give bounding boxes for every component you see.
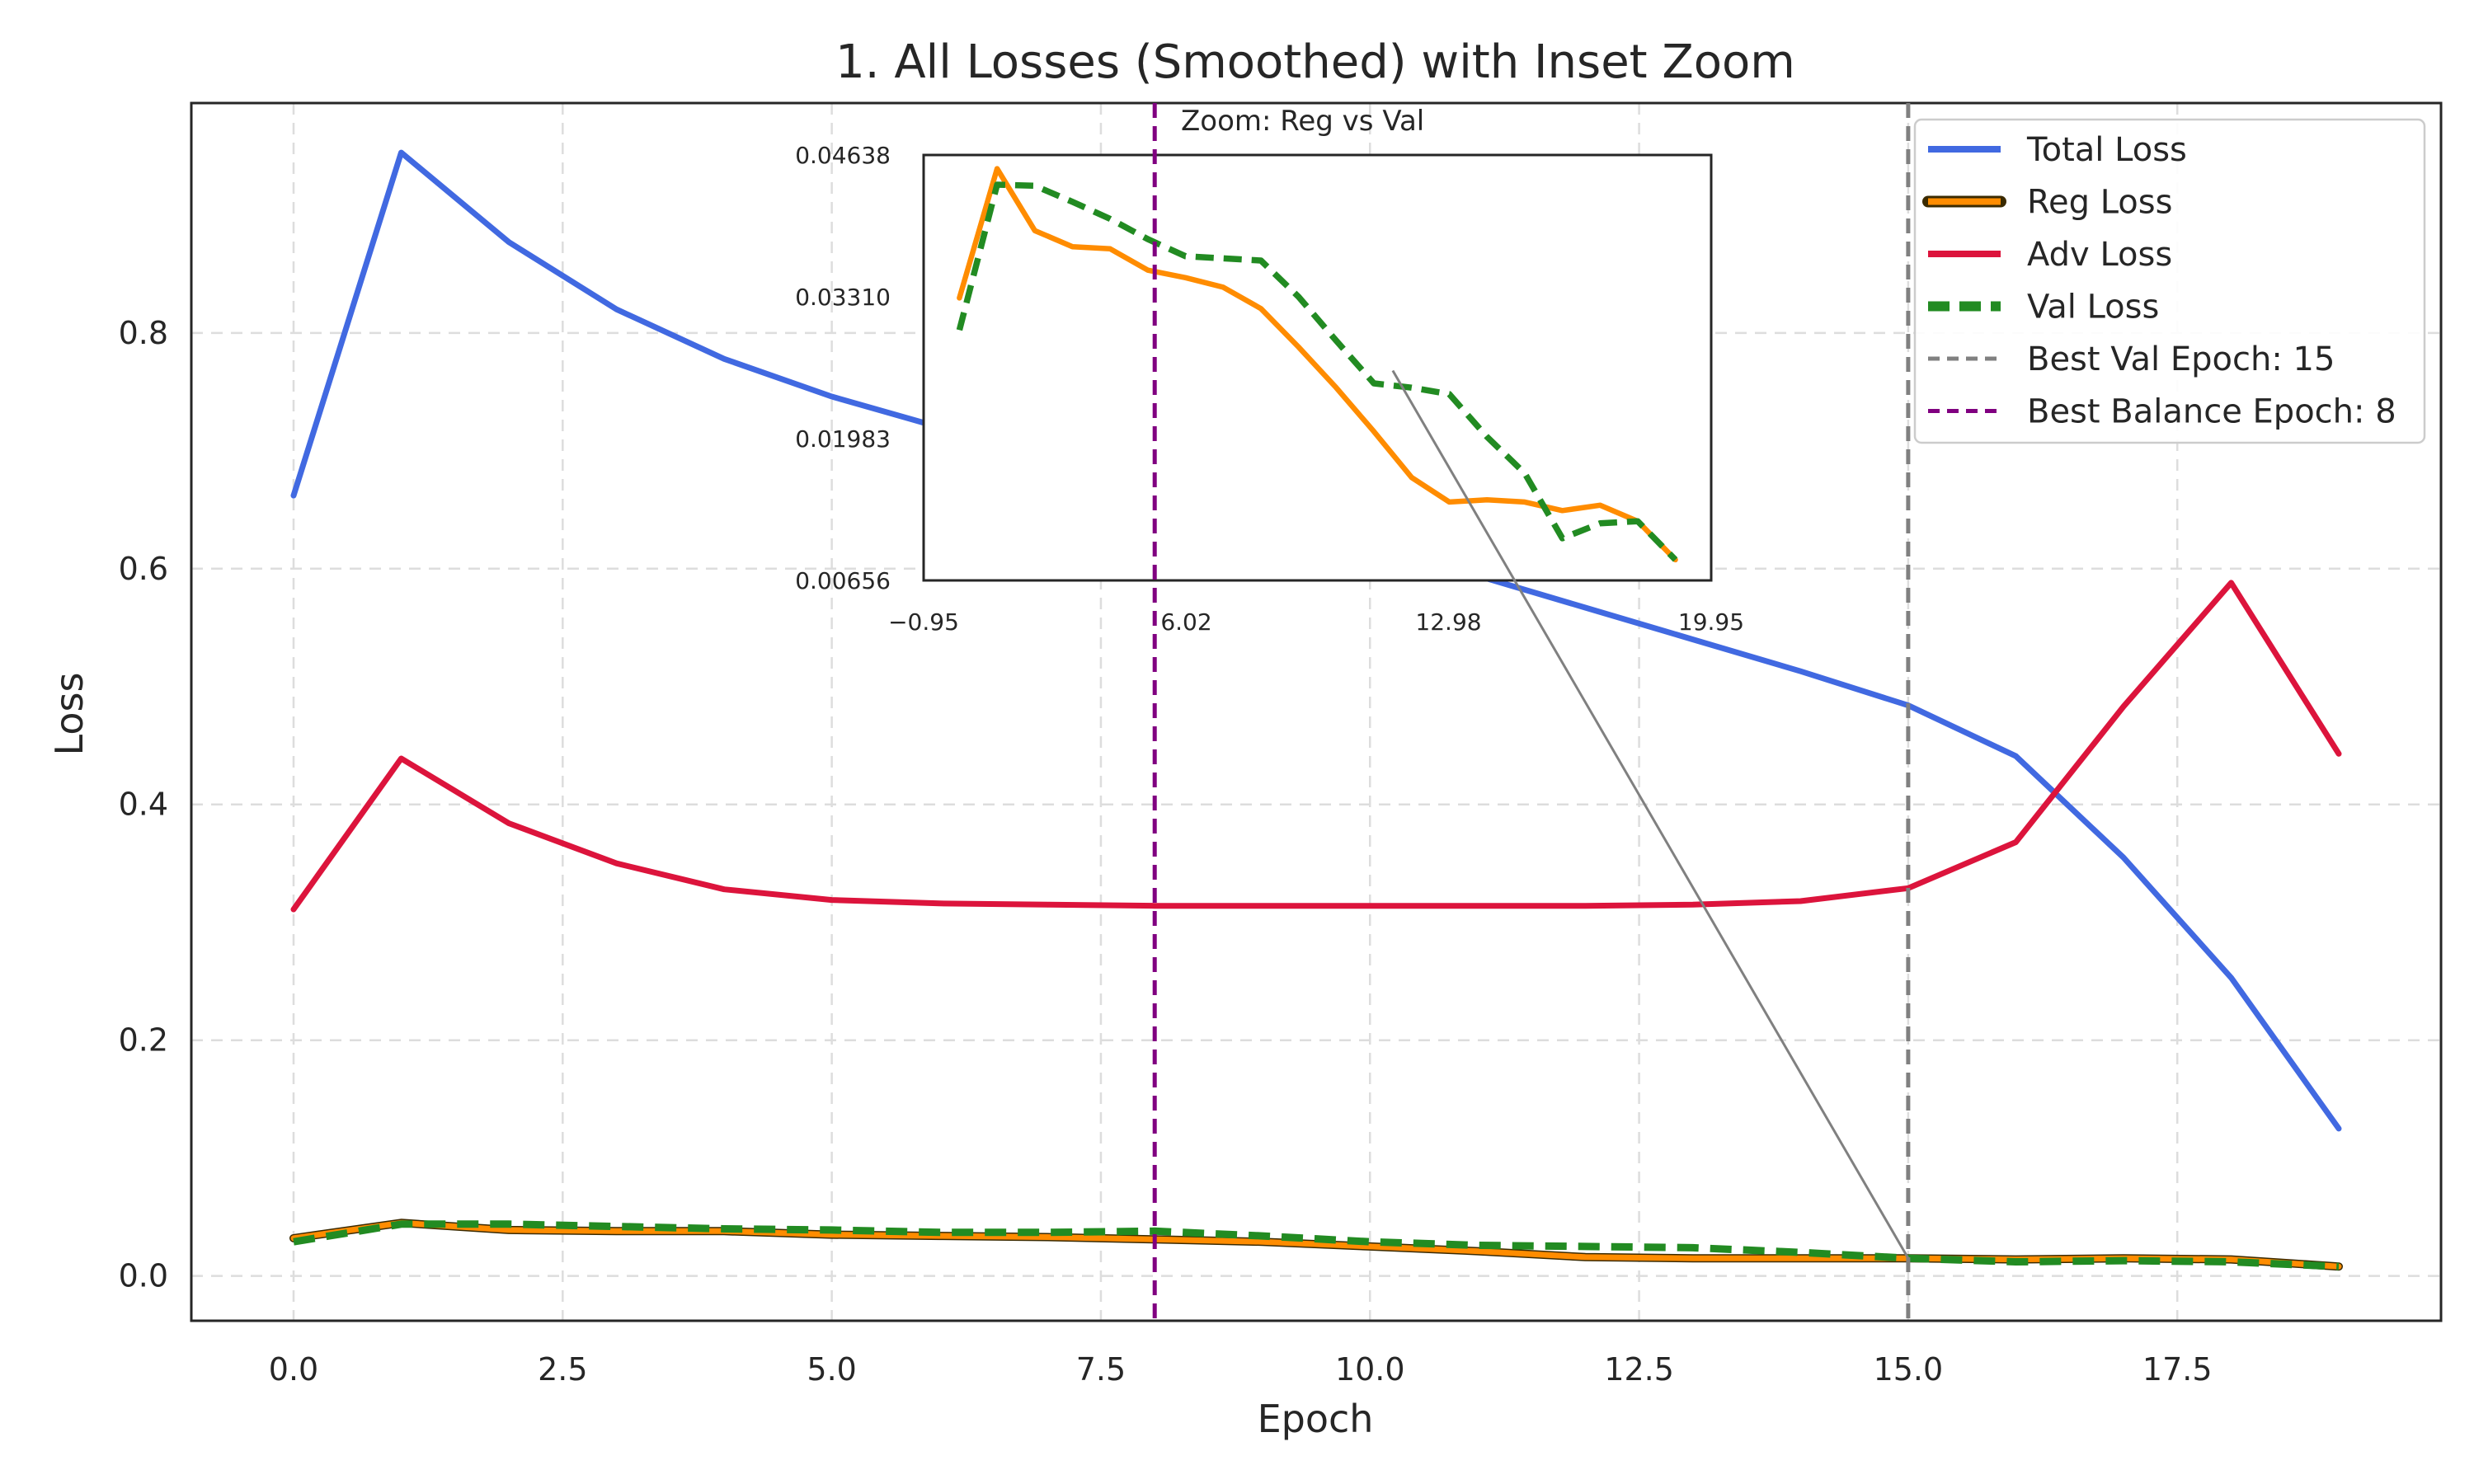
legend-label-adv-loss: Adv Loss — [2027, 236, 2172, 274]
y-tick-label: 0.0 — [119, 1258, 168, 1294]
y-tick-label: 0.4 — [119, 787, 168, 823]
legend-label-best-balance-epoch-8: Best Balance Epoch: 8 — [2027, 393, 2396, 431]
inset-y-tick-label: 0.00656 — [795, 567, 891, 594]
legend: Total Loss Reg Loss Adv Loss Val Loss Best V… — [1913, 118, 2426, 444]
inset-lines — [956, 166, 1678, 563]
chart-title: 1. All Losses (Smoothed) with Inset Zoom — [835, 35, 1795, 89]
x-tick-label: 15.0 — [1874, 1351, 1944, 1388]
inset-val-loss-line — [956, 181, 1678, 562]
x-tick-label: 7.5 — [1076, 1351, 1126, 1388]
inset-connector-line — [1391, 369, 1910, 1259]
inset-frame — [922, 153, 1713, 582]
legend-label-best-val-epoch-15: Best Val Epoch: 15 — [2027, 340, 2335, 378]
x-tick-label: 5.0 — [807, 1351, 856, 1388]
reference-lines — [1152, 103, 1911, 1321]
x-tick-label: 0.0 — [269, 1351, 318, 1388]
x-axis-label: Epoch — [1258, 1397, 1374, 1441]
inset-y-tick-label: 0.04638 — [795, 142, 891, 169]
x-tick-label: 12.5 — [1604, 1351, 1674, 1388]
inset-y-tick-label: 0.03310 — [795, 284, 891, 311]
x-tick-label: 17.5 — [2142, 1351, 2213, 1388]
inset-x-tick-label: 6.02 — [1160, 608, 1211, 636]
inset-x-tick-label: 12.98 — [1415, 608, 1481, 636]
main-plot-frame — [190, 101, 2443, 1322]
y-axis-label: Loss — [47, 673, 92, 756]
reg-loss-line — [290, 1219, 2342, 1270]
main-ticks: 0.0 2.5 5.0 7.5 10.0 12.5 15.0 17.5 0.0 0.2 0.4 0.6… — [119, 315, 2213, 1388]
y-tick-label: 0.8 — [119, 315, 168, 351]
inset-title: Zoom: Reg vs Val — [1181, 105, 1424, 138]
inset-reg-loss-line — [957, 166, 1678, 563]
x-tick-label: 10.0 — [1335, 1351, 1405, 1388]
adv-loss-line — [290, 580, 2342, 913]
inset-y-tick-label: 0.01983 — [795, 425, 891, 453]
inset-x-tick-label: 19.95 — [1678, 608, 1744, 636]
inset-x-tick-label: −0.95 — [888, 608, 959, 636]
val-loss-line — [293, 1220, 2340, 1270]
x-tick-label: 2.5 — [538, 1351, 587, 1388]
y-tick-label: 0.2 — [119, 1022, 168, 1059]
legend-label-reg-loss: Reg Loss — [2027, 184, 2172, 222]
inset-ticks: −0.95 6.02 12.98 19.95 0.00656 0.01983 0.03310… — [795, 142, 1744, 636]
legend-items: Total Loss Reg Loss Adv Loss Val Loss Best V… — [1922, 131, 2396, 431]
y-tick-label: 0.6 — [119, 551, 168, 587]
legend-label-total-loss: Total Loss — [2026, 131, 2187, 169]
inset-zoom: −0.95 6.02 12.98 19.95 0.00656 0.01983 0.03310… — [795, 105, 1744, 636]
legend-label-val-loss: Val Loss — [2027, 289, 2159, 326]
legend-box — [1913, 118, 2426, 444]
